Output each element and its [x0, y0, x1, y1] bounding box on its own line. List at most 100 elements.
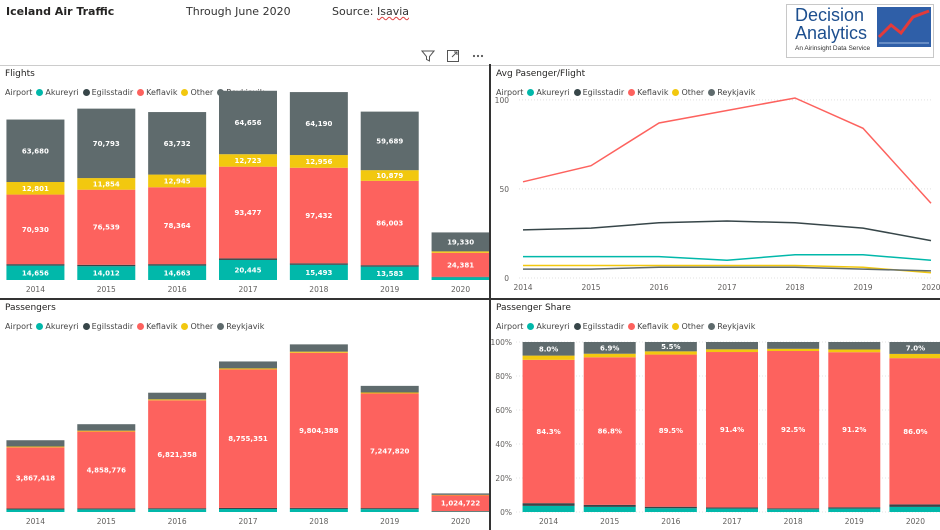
passengers-bar-keflavik-2019[interactable]: [360, 393, 419, 509]
share-bar-other-2018[interactable]: [767, 348, 820, 352]
flights-bar-reykjavik-2018[interactable]: [289, 92, 348, 156]
legend-item-egilsstadir[interactable]: Egilsstadir: [573, 88, 624, 97]
flights-bar-egilsstadir-2015[interactable]: [77, 264, 136, 267]
flights-bar-keflavik-2015[interactable]: [77, 189, 136, 265]
passengers-bar-egilsstadir-2018[interactable]: [289, 507, 348, 509]
flights-bar-akureyri-2015[interactable]: [77, 266, 136, 280]
legend-item-keflavik[interactable]: Keflavik: [628, 322, 668, 331]
passengers-bar-akureyri-2016[interactable]: [148, 509, 207, 512]
share-bar-reykjavik-2014[interactable]: [522, 342, 575, 356]
passengers-bar-egilsstadir-2015[interactable]: [77, 508, 136, 510]
passengers-bar-reykjavik-2014[interactable]: [6, 440, 65, 447]
flights-bar-egilsstadir-2016[interactable]: [148, 264, 207, 266]
avg-line-reykjavik[interactable]: [523, 266, 932, 272]
share-bar-keflavik-2017[interactable]: [706, 352, 758, 508]
passengers-bar-other-2014[interactable]: [6, 446, 65, 448]
flights-bar-egilsstadir-2018[interactable]: [289, 263, 348, 265]
flights-bar-other-2019[interactable]: [360, 170, 419, 181]
share-bar-egilsstadir-2018[interactable]: [767, 508, 820, 510]
share-bar-egilsstadir-2014[interactable]: [522, 503, 575, 506]
share-bar-akureyri-2017[interactable]: [706, 508, 758, 512]
passenger-share-panel[interactable]: Passenger Share Airport Akureyri Egilsstad…: [491, 300, 940, 530]
passengers-bar-other-2018[interactable]: [289, 351, 348, 353]
flights-bar-keflavik-2014[interactable]: [6, 194, 65, 265]
passengers-bar-egilsstadir-2016[interactable]: [148, 508, 207, 510]
legend-item-keflavik[interactable]: Keflavik: [137, 88, 177, 97]
passengers-bar-akureyri-2020[interactable]: [431, 511, 489, 512]
share-bar-keflavik-2019[interactable]: [828, 352, 881, 508]
share-bar-akureyri-2015[interactable]: [583, 506, 636, 512]
legend-item-other[interactable]: Other: [181, 88, 213, 97]
share-bar-keflavik-2020[interactable]: [889, 358, 940, 505]
passengers-bar-akureyri-2015[interactable]: [77, 509, 136, 512]
share-bar-reykjavik-2016[interactable]: [644, 342, 697, 352]
avg-line-other[interactable]: [523, 264, 932, 274]
flights-bar-reykjavik-2015[interactable]: [77, 108, 136, 179]
focus-mode-icon[interactable]: [446, 48, 460, 62]
passengers-bar-keflavik-2018[interactable]: [289, 352, 348, 508]
passengers-bar-egilsstadir-2014[interactable]: [6, 508, 65, 510]
share-bar-egilsstadir-2016[interactable]: [644, 506, 697, 509]
legend-item-akureyri[interactable]: Akureyri: [527, 322, 570, 331]
legend-item-egilsstadir[interactable]: Egilsstadir: [573, 322, 624, 331]
share-bar-egilsstadir-2015[interactable]: [583, 504, 636, 507]
legend-item-other[interactable]: Other: [672, 322, 704, 331]
passengers-bar-keflavik-2016[interactable]: [148, 400, 207, 509]
share-bar-egilsstadir-2020[interactable]: [889, 504, 940, 507]
share-bar-akureyri-2020[interactable]: [889, 506, 940, 512]
passengers-bar-other-2019[interactable]: [360, 392, 419, 394]
legend-item-egilsstadir[interactable]: Egilsstadir: [82, 88, 133, 97]
flights-bar-other-2017[interactable]: [219, 154, 277, 167]
passengers-bar-reykjavik-2018[interactable]: [289, 344, 348, 352]
passengers-bar-akureyri-2018[interactable]: [289, 508, 348, 512]
flights-bar-other-2018[interactable]: [289, 155, 348, 168]
passengers-bar-reykjavik-2017[interactable]: [219, 361, 277, 369]
passengers-bar-egilsstadir-2020[interactable]: [431, 511, 489, 512]
share-bar-other-2017[interactable]: [706, 349, 758, 353]
flights-bar-egilsstadir-2019[interactable]: [360, 265, 419, 267]
flights-bar-reykjavik-2020[interactable]: [431, 232, 489, 252]
flights-bar-other-2015[interactable]: [77, 178, 136, 190]
flights-panel[interactable]: Flights Airport Akureyri Egilsstadir Keflav…: [0, 66, 489, 298]
avg-passenger-panel[interactable]: Avg Pasenger/Flight Airport Akureyri Egils…: [491, 66, 940, 298]
flights-bar-keflavik-2017[interactable]: [219, 166, 277, 259]
flights-bar-keflavik-2019[interactable]: [360, 180, 419, 266]
flights-bar-akureyri-2018[interactable]: [289, 264, 348, 280]
flights-bar-keflavik-2020[interactable]: [431, 252, 489, 277]
flights-bar-akureyri-2020[interactable]: [431, 277, 489, 280]
legend-item-other[interactable]: Other: [672, 88, 704, 97]
flights-bar-other-2014[interactable]: [6, 182, 65, 195]
passengers-bar-reykjavik-2019[interactable]: [360, 385, 419, 393]
avg-line-keflavik[interactable]: [522, 97, 932, 204]
passengers-bar-akureyri-2014[interactable]: [6, 509, 65, 512]
flights-bar-akureyri-2016[interactable]: [148, 265, 207, 280]
flights-bar-reykjavik-2019[interactable]: [360, 111, 419, 171]
share-bar-other-2020[interactable]: [889, 353, 940, 359]
flights-bar-other-2020[interactable]: [431, 251, 489, 253]
share-bar-reykjavik-2017[interactable]: [706, 342, 758, 350]
share-bar-other-2015[interactable]: [583, 353, 636, 358]
avg-line-akureyri[interactable]: [523, 254, 932, 261]
share-bar-keflavik-2016[interactable]: [644, 354, 697, 507]
flights-bar-reykjavik-2016[interactable]: [148, 112, 207, 175]
flights-bar-egilsstadir-2014[interactable]: [6, 264, 65, 266]
passengers-bar-other-2017[interactable]: [219, 368, 277, 370]
flights-bar-akureyri-2017[interactable]: [219, 259, 277, 280]
passengers-bar-other-2020[interactable]: [431, 494, 489, 496]
flights-bar-keflavik-2018[interactable]: [289, 167, 348, 264]
share-bar-reykjavik-2019[interactable]: [828, 342, 881, 350]
passengers-panel[interactable]: Passengers Airport Akureyri Egilsstadir Kef…: [0, 300, 489, 530]
avg-line-egilsstadir[interactable]: [522, 220, 932, 242]
passengers-bar-other-2015[interactable]: [77, 430, 136, 432]
legend-item-keflavik[interactable]: Keflavik: [137, 322, 177, 331]
passengers-bar-keflavik-2020[interactable]: [431, 494, 489, 512]
passengers-bar-keflavik-2014[interactable]: [6, 447, 65, 509]
share-bar-other-2014[interactable]: [522, 355, 575, 360]
share-bar-other-2016[interactable]: [644, 351, 697, 355]
share-bar-akureyri-2016[interactable]: [644, 508, 697, 512]
share-bar-keflavik-2014[interactable]: [522, 359, 575, 504]
flights-bar-egilsstadir-2017[interactable]: [219, 258, 277, 260]
passengers-bar-egilsstadir-2019[interactable]: [360, 508, 419, 510]
flights-bar-other-2016[interactable]: [148, 174, 207, 188]
share-bar-egilsstadir-2019[interactable]: [828, 507, 881, 509]
